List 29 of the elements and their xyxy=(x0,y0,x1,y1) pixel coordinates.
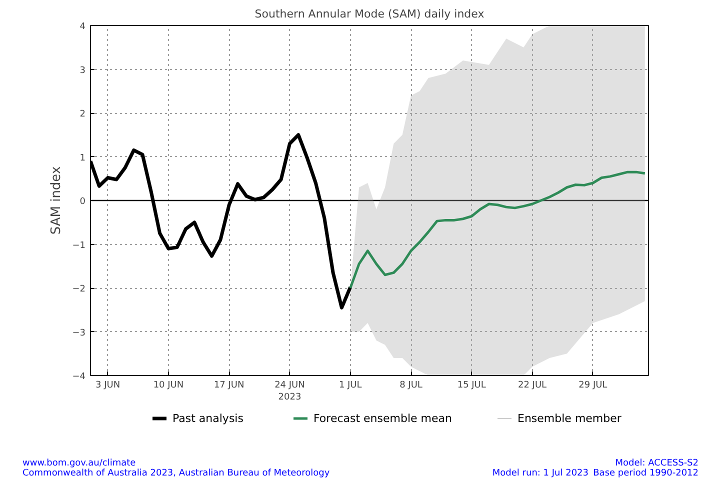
x-tick-label: 10 JUN xyxy=(153,380,184,390)
legend-label: Past analysis xyxy=(172,412,244,425)
text: Model: ACCESS-S2 xyxy=(615,458,698,468)
text: Commonwealth of Australia 2023, Australian Bureau of Meteorology xyxy=(22,468,330,478)
x-tick-label: 1 JUL xyxy=(338,380,362,390)
text: Base period 1990-2012 xyxy=(593,468,699,478)
x-tick-label: 3 JUN xyxy=(96,380,120,390)
x-tick-label: 15 JUL xyxy=(457,380,486,390)
x-tick-label: 29 JUL xyxy=(578,380,608,390)
x-tick-label: 22 JUL xyxy=(518,380,547,390)
x-tick-label: 17 JUN xyxy=(214,380,244,390)
text: www.bom.gov.au/climate xyxy=(22,458,136,468)
x-tick-label: 8 JUL xyxy=(400,380,422,390)
y-axis-title: SAM index xyxy=(49,166,64,235)
y-tick-label: −3 xyxy=(72,328,86,338)
legend-label: Forecast ensemble mean xyxy=(314,412,452,425)
text: Model run: 1 Jul 2023 xyxy=(492,468,589,478)
y-tick-label: −2 xyxy=(72,284,86,294)
y-tick-label: 2 xyxy=(80,110,86,120)
chart-title: Southern Annular Mode (SAM) daily index xyxy=(254,8,485,20)
y-tick-label: 1 xyxy=(80,153,86,164)
line-series xyxy=(349,170,646,290)
y-tick-label: 3 xyxy=(80,66,86,76)
y-tick-label: 4 xyxy=(80,22,86,32)
x-tick-label: 24 JUN 2023 xyxy=(274,380,305,402)
y-tick-label: −4 xyxy=(72,372,86,382)
legend-label: Ensemble member xyxy=(518,412,622,425)
y-tick-label: 0 xyxy=(80,197,86,207)
y-tick-label: −1 xyxy=(72,240,86,251)
